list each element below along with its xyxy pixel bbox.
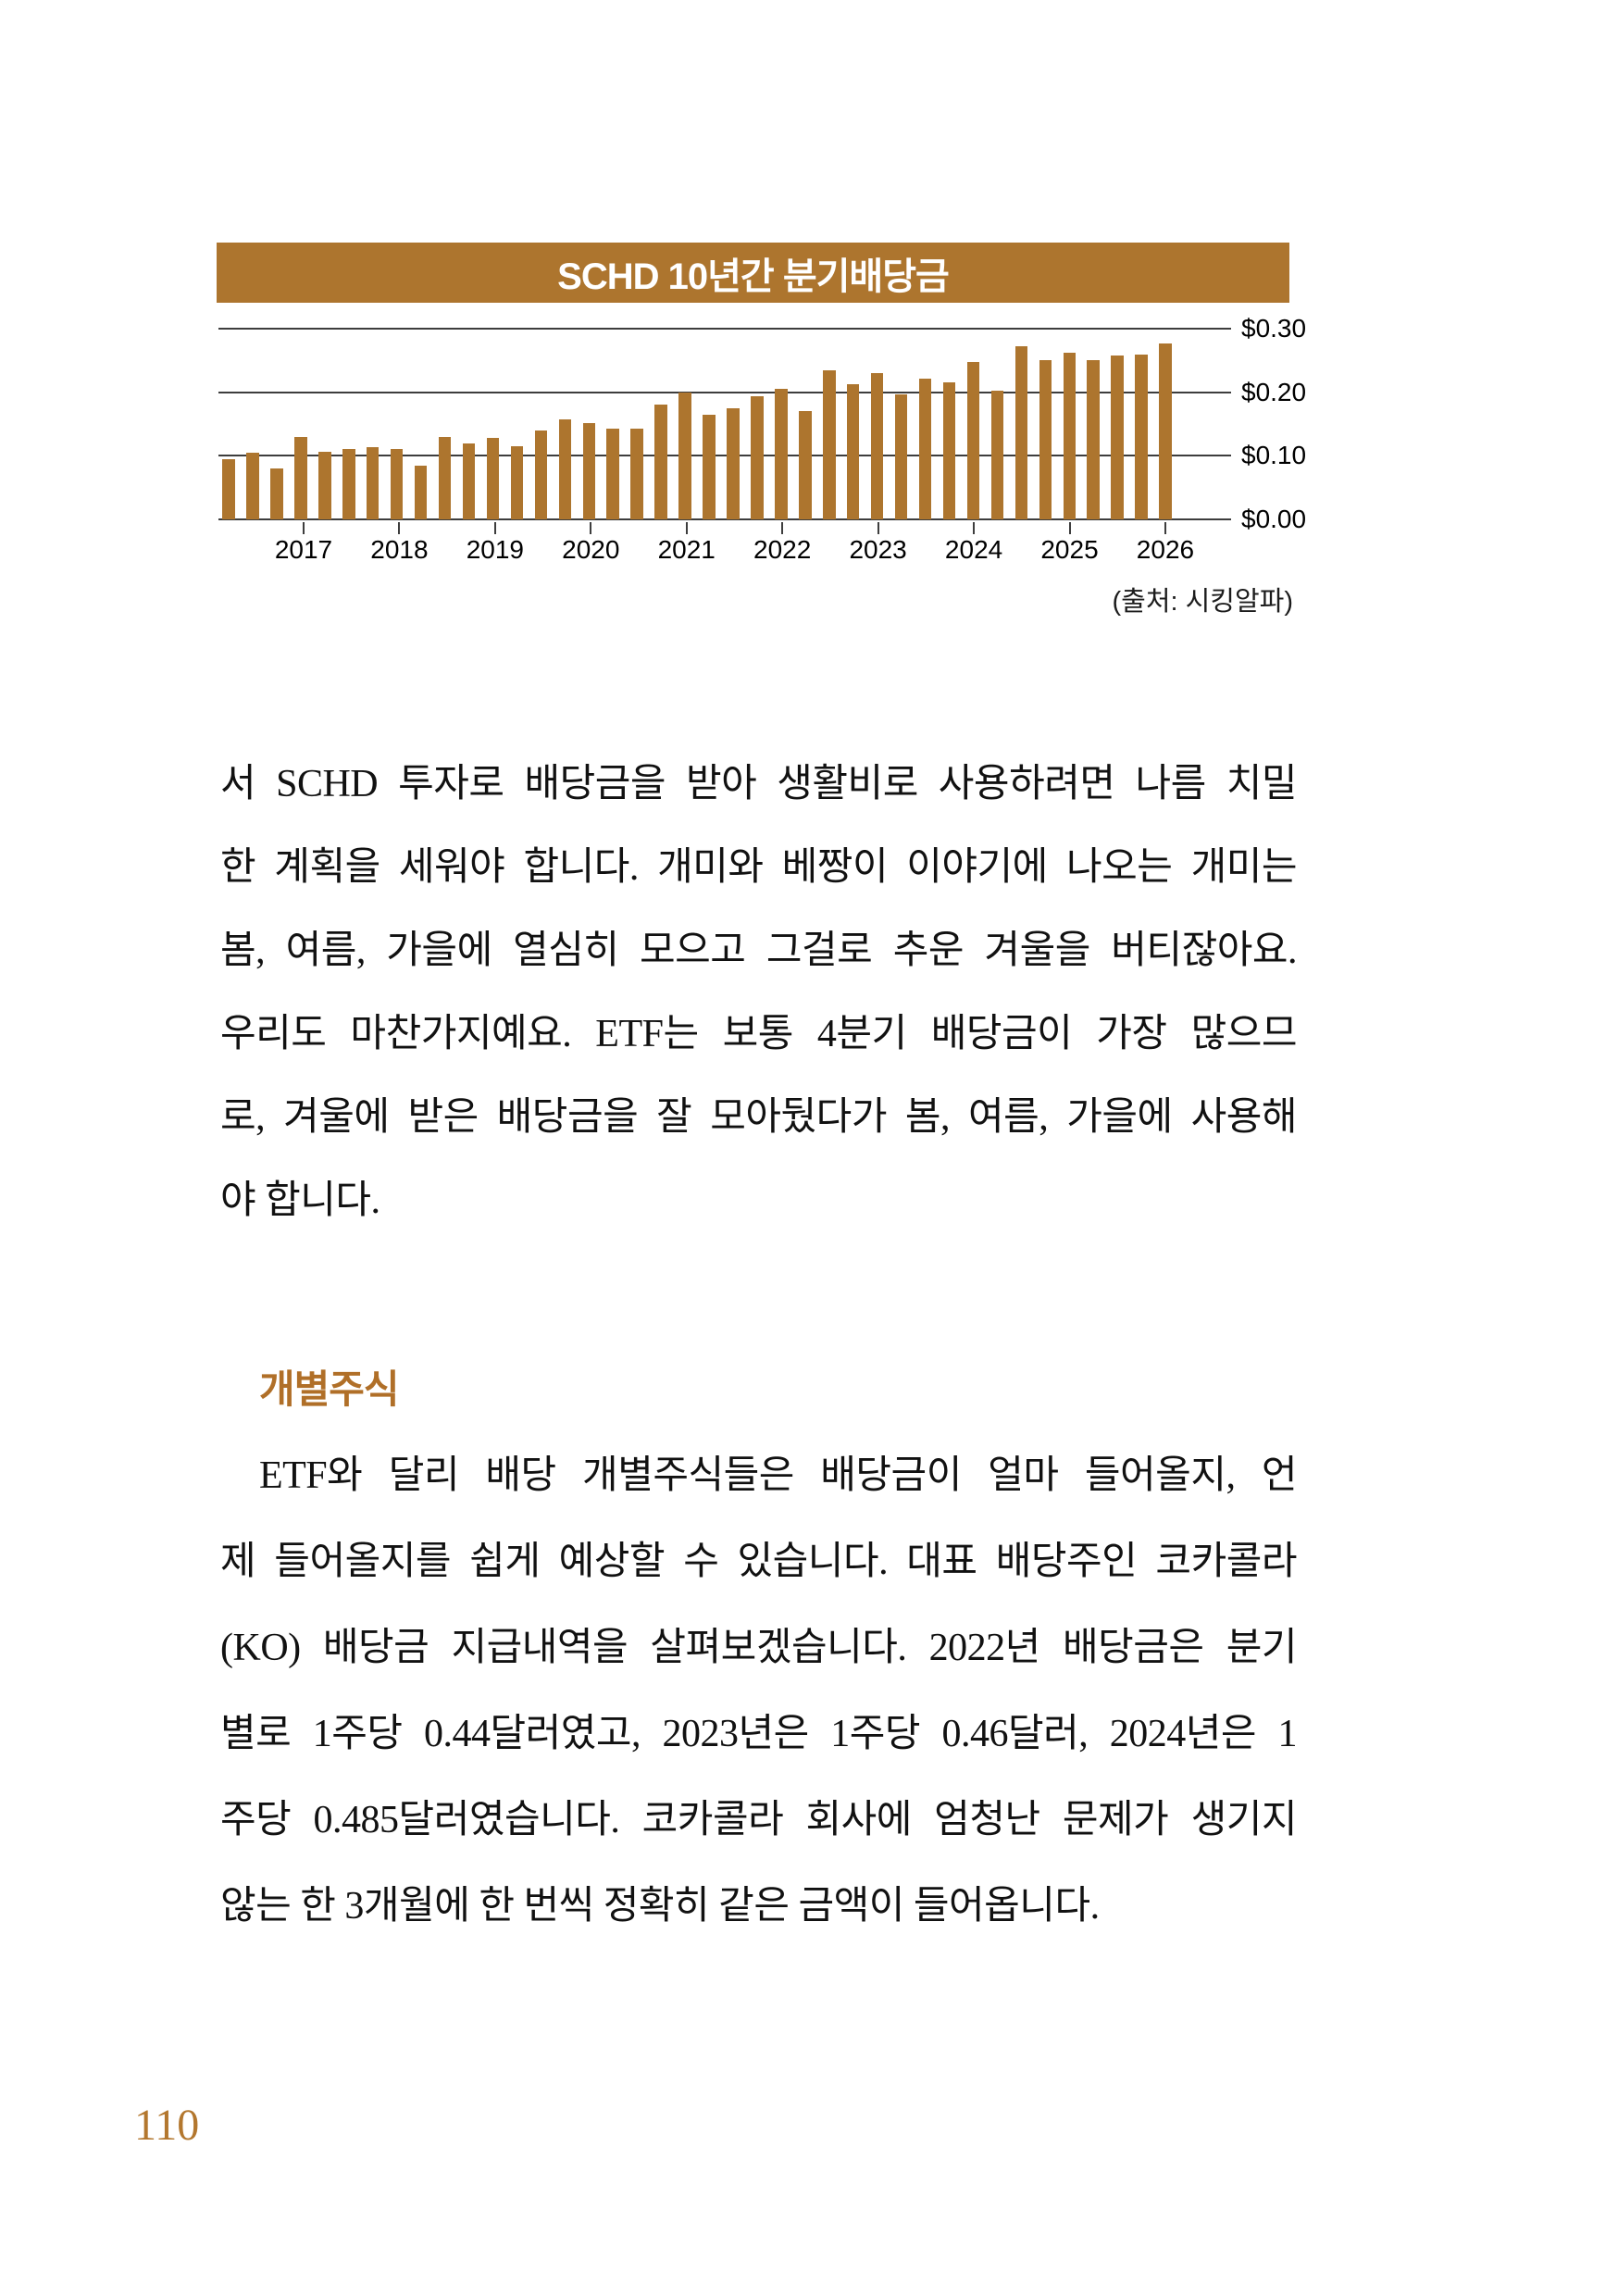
body-line: 서 SCHD 투자로 배당금을 받아 생활비로 사용하려면 나름 치밀 <box>220 763 1298 805</box>
dividend-bar <box>1135 355 1148 519</box>
dividend-bar <box>630 428 643 519</box>
dividend-bar <box>870 373 884 519</box>
dividend-bar <box>222 458 235 519</box>
y-axis-label: $0.20 <box>1241 377 1307 406</box>
dividend-bar <box>1063 353 1076 519</box>
dividend-bar <box>1087 360 1100 519</box>
year-label: 2026 <box>1136 535 1195 564</box>
dividend-bar <box>342 449 355 519</box>
dividend-bar <box>270 468 283 519</box>
dividend-bar <box>703 414 716 519</box>
dividend-bar <box>318 451 331 519</box>
chart-title: SCHD 10년간 분기배당금 <box>557 256 950 297</box>
dividend-bar <box>751 396 764 519</box>
year-label: 2017 <box>274 535 333 564</box>
gridline <box>218 518 1231 520</box>
year-label: 2024 <box>944 535 1003 564</box>
year-tick <box>493 522 496 534</box>
dividend-bar <box>414 465 428 519</box>
section-heading: 개별주식 <box>259 1367 400 1411</box>
year-tick <box>398 522 401 534</box>
dividend-bar <box>390 448 404 519</box>
year-label: 2021 <box>657 535 716 564</box>
body-line: 별로 1주당 0.44달러였고, 2023년은 1주당 0.46달러, 2024… <box>220 1713 1298 1755</box>
body-line: 우리도 마찬가지예요. ETF는 보통 4분기 배당금이 가장 많으므 <box>220 1013 1298 1055</box>
year-label: 2025 <box>1040 535 1099 564</box>
dividend-bar <box>462 443 476 519</box>
body-line: ETF와 달리 배당 개별주식들은 배당금이 얼마 들어올지, 언 <box>259 1454 1298 1497</box>
dividend-bar <box>582 422 595 519</box>
year-label: 2020 <box>562 535 620 564</box>
body-line: 않는 한 3개월에 한 번씩 정확히 같은 금액이 들어옵니다. <box>220 1885 1100 1928</box>
dividend-bar <box>966 361 980 519</box>
body-line: 로, 겨울에 받은 배당금을 잘 모아뒀다가 봄, 여름, 가을에 사용해 <box>220 1096 1298 1139</box>
body-line: 주당 0.485달러였습니다. 코카콜라 회사에 엄청난 문제가 생기지 <box>220 1799 1298 1841</box>
dividend-bar <box>438 436 452 519</box>
year-tick <box>781 522 784 534</box>
year-tick <box>1164 522 1166 534</box>
gridline <box>218 391 1231 393</box>
body-line: (KO) 배당금 지급내역을 살펴보겠습니다. 2022년 배당금은 분기 <box>220 1627 1298 1669</box>
dividend-bar <box>846 384 860 519</box>
dividend-bar <box>727 407 740 519</box>
body-line: 제 들어올지를 쉽게 예상할 수 있습니다. 대표 배당주인 코카콜라 <box>220 1541 1298 1583</box>
dividend-bar <box>775 388 788 519</box>
chart-source-caption: (출처: 시킹알파) <box>1112 587 1293 617</box>
dividend-bar <box>918 379 932 519</box>
y-axis-label: $0.00 <box>1241 505 1307 533</box>
dividend-bar <box>823 369 836 519</box>
dividend-bar <box>534 430 548 519</box>
y-axis-label: $0.30 <box>1241 314 1307 343</box>
chart-title-bar: SCHD 10년간 분기배당금 <box>217 243 1289 303</box>
dividend-bar <box>654 405 667 519</box>
dividend-bar <box>799 411 812 519</box>
gridline <box>218 455 1231 457</box>
dividend-bar <box>1111 355 1124 519</box>
dividend-bar <box>678 392 691 519</box>
chart-plot-area <box>218 328 1231 520</box>
year-tick <box>877 522 879 534</box>
body-line: 봄, 여름, 가을에 열심히 모으고 그걸로 추운 겨울을 버티잖아요. <box>220 930 1298 972</box>
dividend-bar <box>1014 345 1028 519</box>
dividend-bar <box>510 446 524 519</box>
dividend-bar <box>366 447 380 519</box>
dividend-bar <box>246 452 259 519</box>
year-tick <box>1068 522 1071 534</box>
year-label: 2019 <box>466 535 525 564</box>
body-line: 야 합니다. <box>220 1179 380 1222</box>
year-tick <box>590 522 592 534</box>
year-tick <box>685 522 688 534</box>
dividend-bar <box>1039 360 1052 519</box>
dividend-bar <box>1159 343 1172 519</box>
year-label: 2023 <box>849 535 907 564</box>
dividend-bar <box>606 428 619 519</box>
dividend-bar <box>558 418 572 519</box>
dividend-bar <box>942 381 956 519</box>
gridline <box>218 328 1231 330</box>
year-label: 2018 <box>370 535 429 564</box>
dividend-bar <box>486 438 500 519</box>
dividend-bar <box>894 393 908 519</box>
dividend-bar <box>990 391 1004 519</box>
y-axis-label: $0.10 <box>1241 441 1307 470</box>
dividend-bar <box>294 436 307 519</box>
chart-x-axis: 2017 2018 2019 2020 2021 2022 2023 2024 2025 2026 <box>218 519 1231 575</box>
page-number: 110 <box>134 2101 200 2150</box>
year-tick <box>973 522 976 534</box>
year-tick <box>303 522 305 534</box>
year-label: 2022 <box>753 535 812 564</box>
body-line: 한 계획을 세워야 합니다. 개미와 베짱이 이야기에 나오는 개미는 <box>220 846 1298 889</box>
